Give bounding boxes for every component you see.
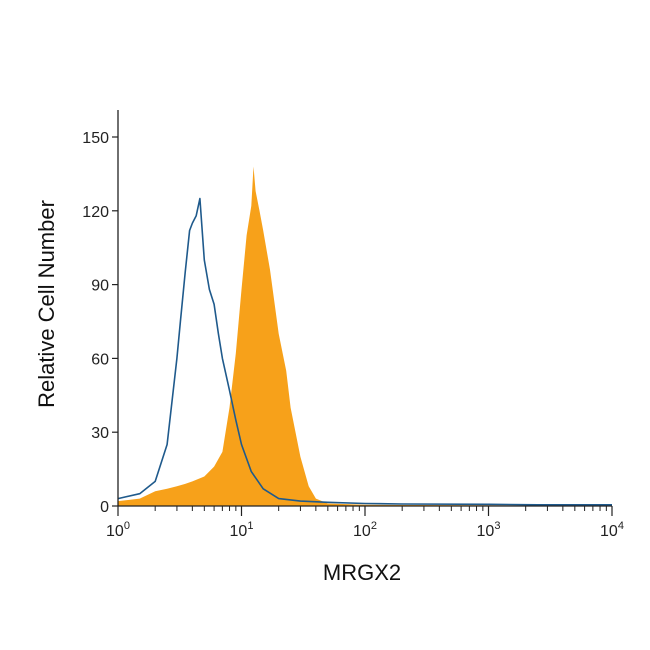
x-tick-label: 101 [230, 520, 254, 540]
y-axis-title: Relative Cell Number [34, 200, 59, 408]
x-axis-title: MRGX2 [323, 560, 401, 585]
y-tick-label: 120 [82, 204, 109, 221]
x-tick-label: 100 [106, 520, 130, 540]
y-tick-label: 150 [82, 130, 109, 147]
y-tick-label: 60 [91, 351, 109, 368]
series-filled-histogram [118, 166, 612, 506]
axes: 0 30 60 90 120 150 100 101 102 103 104 [82, 110, 624, 540]
plot-area [117, 166, 612, 506]
series-outline-histogram [117, 197, 612, 506]
y-tick-label: 30 [91, 425, 109, 442]
x-tick-label: 103 [477, 520, 501, 540]
x-tick-label: 104 [600, 520, 624, 540]
y-tick-label: 90 [91, 278, 109, 295]
x-tick-label: 102 [353, 520, 377, 540]
y-tick-label: 0 [100, 499, 109, 516]
